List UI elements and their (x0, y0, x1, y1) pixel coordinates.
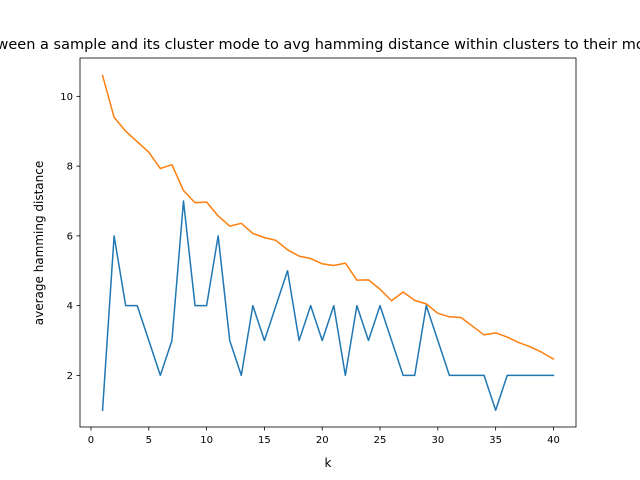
y-tick-label: 10 (60, 92, 73, 103)
x-tick-label: 35 (489, 435, 502, 446)
x-tick-label: 0 (88, 435, 94, 446)
axes-frame (79, 57, 577, 428)
x-tick-label: 25 (374, 435, 387, 446)
x-tick-label: 20 (316, 435, 329, 446)
x-tick-label: 40 (547, 435, 560, 446)
chart-title: median hamming distance between a sample… (0, 37, 640, 53)
y-tick-label: 2 (67, 371, 73, 382)
series-line-1 (101, 200, 555, 412)
x-tick-label: 15 (258, 435, 271, 446)
axes: 0 5 10 15 20 25 30 35 40 2 4 6 8 10 (60, 57, 577, 446)
y-axis-label: average hamming distance (32, 161, 46, 326)
x-tick-label: 5 (146, 435, 152, 446)
y-tick-label: 4 (67, 301, 73, 312)
y-tick-label: 6 (67, 231, 73, 242)
x-tick-label: 10 (200, 435, 213, 446)
plot-area (101, 74, 555, 412)
x-axis-label: k (325, 456, 332, 470)
x-tick-label: 30 (431, 435, 444, 446)
y-tick-label: 8 (67, 162, 73, 173)
series-line-2 (101, 74, 555, 361)
